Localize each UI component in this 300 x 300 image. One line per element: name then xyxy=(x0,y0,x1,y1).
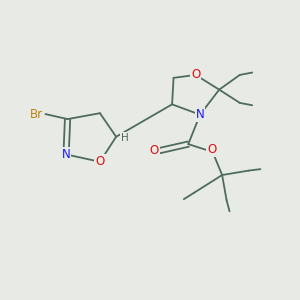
Text: O: O xyxy=(191,68,200,81)
Text: H: H xyxy=(121,133,129,143)
Text: O: O xyxy=(207,143,217,157)
Text: O: O xyxy=(150,144,159,157)
Text: Br: Br xyxy=(30,108,43,121)
Text: O: O xyxy=(95,155,105,168)
Text: N: N xyxy=(196,108,204,121)
Text: N: N xyxy=(62,148,70,161)
